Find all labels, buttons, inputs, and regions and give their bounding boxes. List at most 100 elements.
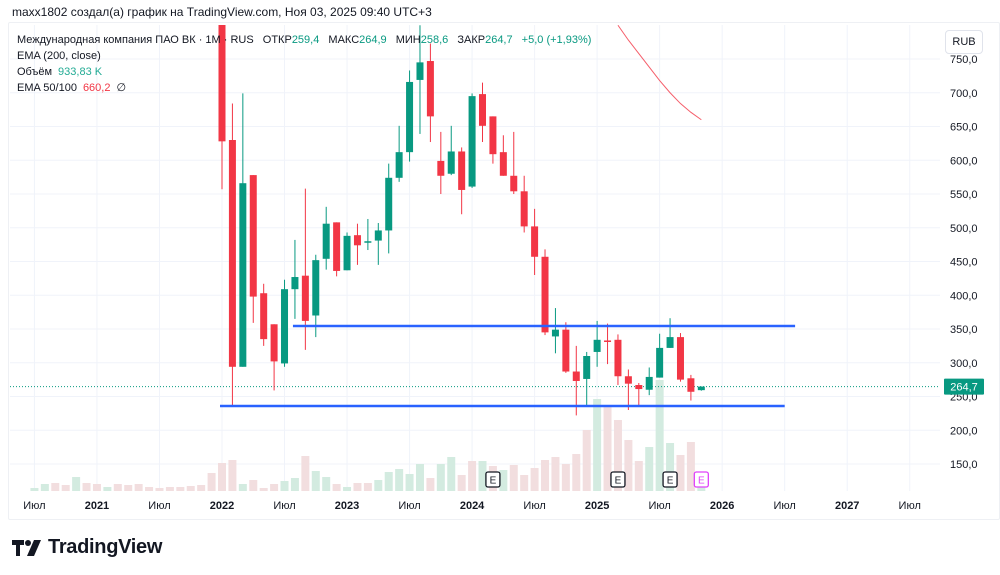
volume-bar (61, 485, 70, 491)
volume-bar (249, 480, 258, 491)
candle-body (249, 175, 257, 297)
volume-bar (165, 487, 174, 491)
y-tick-label: 400,0 (950, 290, 978, 302)
candle-body (687, 378, 695, 392)
earnings-marker[interactable]: E (662, 471, 678, 488)
candle-body (406, 81, 414, 153)
volume-bar (395, 469, 404, 491)
candle-body (416, 62, 424, 80)
candle-body (551, 329, 559, 337)
open-label: ОТКР (262, 34, 292, 46)
candle-body (270, 324, 278, 362)
volume-bar (353, 483, 362, 491)
tradingview-logo-icon (12, 539, 41, 556)
volume-bar (343, 487, 352, 491)
earnings-marker[interactable]: E (485, 471, 501, 488)
earnings-marker-label: E (490, 476, 497, 487)
y-tick-label: 350,0 (950, 324, 978, 336)
candle-body (583, 356, 591, 379)
candle-body (260, 293, 268, 340)
ema200-indicator[interactable]: EMA (200, close) (17, 50, 101, 62)
candle-body (301, 275, 309, 321)
candle-body (458, 151, 466, 190)
candle-body (322, 223, 330, 259)
volume-bar (405, 474, 414, 491)
volume-bar (259, 488, 268, 491)
candle-body (645, 376, 653, 390)
candle-body (426, 61, 434, 117)
earnings-marker-label: E (615, 476, 622, 487)
candle-body (593, 339, 601, 352)
volume-bar (551, 457, 560, 491)
candle-body (479, 94, 486, 126)
x-tick-label: 2023 (335, 500, 359, 512)
open-value: 259,4 (291, 34, 320, 46)
candle-body (291, 277, 299, 290)
earnings-marker-box (693, 471, 709, 488)
volume-bar (582, 430, 591, 491)
volume-bar (561, 464, 570, 491)
y-tick-label: 200,0 (950, 425, 978, 437)
candle-body (447, 151, 455, 174)
close-value: 264,7 (485, 34, 513, 46)
volume-bar (145, 487, 154, 491)
volume-bar (374, 480, 383, 491)
volume-bar (332, 484, 341, 491)
volume-bar (447, 457, 456, 491)
candle-body (385, 177, 393, 231)
volume-bar (30, 488, 39, 491)
volume-bar (134, 484, 143, 491)
y-tick-label: 700,0 (950, 88, 978, 100)
earnings-marker[interactable]: E (693, 471, 709, 488)
volume-indicator[interactable]: Объём 933,83 K (17, 64, 591, 80)
volume-bar (645, 447, 654, 491)
volume-bar (697, 486, 706, 491)
volume-bar (634, 461, 643, 491)
earnings-marker-box (662, 471, 678, 488)
empty-value-icon: ∅ (116, 82, 127, 94)
volume-bar (436, 464, 445, 491)
x-tick-label: Июл (523, 500, 545, 512)
candle-body (218, 25, 226, 142)
volume-bar (530, 468, 539, 491)
volume-bar (499, 470, 508, 491)
ema50-100-indicator[interactable]: EMA 50/100 660,2 ∅ (17, 80, 591, 96)
close-label: ЗАКР (457, 34, 486, 46)
symbol-name[interactable]: Международная компания ПАО ВК · 1M · RUS (17, 34, 254, 46)
volume-bar (280, 481, 289, 491)
candle-body (697, 386, 705, 391)
candle-body (333, 222, 341, 271)
candle-body (614, 339, 622, 377)
volume-bar (468, 461, 477, 491)
candle-body (541, 256, 549, 333)
volume-bar (238, 484, 247, 491)
volume-bar (363, 483, 372, 491)
y-tick-label: 300,0 (950, 358, 978, 370)
volume-value: 933,83 K (58, 66, 103, 78)
tradingview-logo[interactable]: TradingView (12, 536, 162, 559)
change-value: +5,0 (+1,93%) (521, 34, 592, 46)
candle-body (572, 371, 580, 381)
low-label: МИН (395, 34, 421, 46)
x-tick-label: Июл (774, 500, 796, 512)
volume-bar (186, 486, 195, 491)
last-price-tag (944, 378, 984, 395)
candle-body (562, 329, 570, 372)
candle-body (656, 347, 664, 378)
earnings-marker[interactable]: E (610, 471, 626, 488)
x-tick-label: 2026 (710, 500, 734, 512)
candle-body (624, 376, 632, 384)
volume-bar (541, 460, 550, 491)
brand-name: TradingView (48, 536, 163, 558)
candle-body (635, 385, 643, 390)
candle-body (468, 96, 476, 187)
volume-bar (478, 461, 487, 491)
candle-body (374, 230, 382, 241)
volume-bar (426, 478, 435, 491)
volume-bar (593, 399, 602, 491)
currency-button[interactable]: RUB (945, 30, 983, 54)
candle-body (604, 340, 612, 342)
candle-body (395, 152, 403, 178)
volume-bar (322, 477, 331, 491)
